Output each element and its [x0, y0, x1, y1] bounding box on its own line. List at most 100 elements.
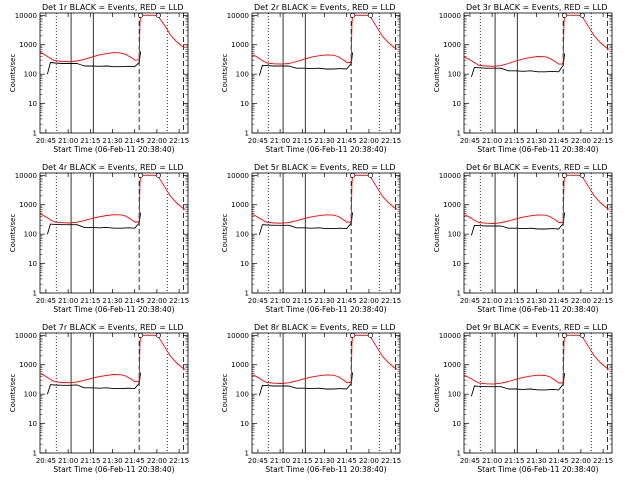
x-tick-label: 20:45 — [460, 137, 480, 145]
y-tick-label: 100 — [448, 71, 461, 79]
x-tick-label: 22:00 — [147, 137, 167, 145]
y-tick-label: 1000 — [19, 361, 37, 369]
y-tick-label: 1000 — [231, 201, 249, 209]
saturation-marker — [562, 332, 568, 338]
x-tick-label: 21:00 — [482, 297, 502, 305]
chart-panel-3: Det 3r BLACK = Events, RED = LLD 1 10 100 10… — [433, 3, 613, 154]
y-tick-label: 10 — [240, 260, 249, 268]
x-tick-label: 21:15 — [80, 297, 100, 305]
series-line-lld — [39, 174, 186, 224]
y-tick-label: 10000 — [15, 332, 37, 340]
y-tick-label: 1 — [33, 450, 37, 458]
x-tick-label: 22:00 — [359, 297, 379, 305]
y-tick-label: 1 — [457, 290, 461, 298]
saturation-marker — [138, 332, 144, 338]
x-tick-label: 21:30 — [102, 137, 122, 145]
x-tick-label: 21:15 — [292, 297, 312, 305]
x-tick-label: 21:00 — [270, 297, 290, 305]
chart-panel-6: Det 6r BLACK = Events, RED = LLD 1 10 100 10… — [433, 163, 613, 314]
x-tick-label: 22:15 — [381, 457, 401, 465]
x-tick-label: 22:15 — [169, 297, 189, 305]
x-tick-label: 21:00 — [58, 137, 78, 145]
series-line-events — [258, 372, 354, 396]
x-tick-label: 22:00 — [359, 457, 379, 465]
x-tick-label: 22:00 — [571, 137, 591, 145]
x-tick-label: 21:45 — [125, 137, 145, 145]
x-tick-label: 21:00 — [58, 297, 78, 305]
saturation-marker — [579, 332, 585, 338]
y-tick-label: 10000 — [227, 332, 249, 340]
y-tick-label: 10 — [452, 100, 461, 108]
plot-frame — [251, 12, 401, 134]
x-axis-label: Start Time (06-Feb-11 20:38:40) — [477, 145, 598, 154]
chart-panel-2: Det 2r BLACK = Events, RED = LLD 1 10 100 10… — [221, 3, 401, 154]
chart-title: Det 7r BLACK = Events, RED = LLD — [42, 323, 184, 332]
x-tick-label: 22:15 — [593, 297, 613, 305]
x-tick-label: 21:15 — [80, 457, 100, 465]
x-tick-label: 21:45 — [337, 137, 357, 145]
x-tick-label: 21:45 — [549, 457, 569, 465]
x-tick-label: 21:45 — [337, 457, 357, 465]
series-line-lld — [251, 334, 398, 384]
x-tick-label: 21:30 — [314, 137, 334, 145]
saturation-marker — [350, 12, 356, 18]
x-tick-label: 21:45 — [337, 297, 357, 305]
x-tick-label: 20:45 — [36, 457, 56, 465]
plot-frame — [463, 12, 613, 134]
y-tick-label: 1 — [245, 130, 249, 138]
y-tick-label: 10 — [28, 420, 37, 428]
saturation-marker — [579, 12, 585, 18]
plot-frame — [463, 332, 613, 454]
x-tick-label: 21:45 — [125, 297, 145, 305]
y-tick-label: 1000 — [19, 201, 37, 209]
saturation-marker — [138, 172, 144, 178]
saturation-marker — [562, 12, 568, 18]
plot-frame — [39, 12, 189, 134]
x-tick-label: 22:00 — [571, 457, 591, 465]
x-tick-label: 22:00 — [147, 457, 167, 465]
chart-title: Det 6r BLACK = Events, RED = LLD — [466, 163, 608, 172]
saturation-marker — [138, 12, 144, 18]
y-tick-label: 100 — [448, 231, 461, 239]
x-tick-label: 21:30 — [314, 457, 334, 465]
x-axis-label: Start Time (06-Feb-11 20:38:40) — [53, 305, 174, 314]
saturation-marker — [562, 172, 568, 178]
x-axis-label: Start Time (06-Feb-11 20:38:40) — [265, 145, 386, 154]
plot-frame — [251, 332, 401, 454]
y-tick-label: 100 — [24, 71, 37, 79]
y-tick-label: 10 — [28, 100, 37, 108]
saturation-marker — [155, 332, 161, 338]
x-tick-label: 21:30 — [526, 297, 546, 305]
y-axis-label: Counts/sec — [433, 214, 441, 253]
x-tick-label: 21:30 — [526, 457, 546, 465]
series-line-lld — [39, 334, 186, 384]
chart-panel-1: Det 1r BLACK = Events, RED = LLD 1 10 100 10… — [9, 3, 189, 154]
x-axis-label: Start Time (06-Feb-11 20:38:40) — [53, 465, 174, 474]
x-tick-label: 20:45 — [36, 137, 56, 145]
y-tick-label: 1000 — [231, 361, 249, 369]
x-tick-label: 22:00 — [571, 297, 591, 305]
series-line-events — [258, 212, 354, 235]
x-tick-label: 22:15 — [593, 457, 613, 465]
y-axis-label: Counts/sec — [9, 214, 17, 253]
y-tick-label: 10000 — [439, 12, 461, 20]
y-tick-label: 10 — [452, 420, 461, 428]
series-line-events — [470, 212, 566, 236]
saturation-marker — [579, 172, 585, 178]
x-tick-label: 21:45 — [549, 137, 569, 145]
series-line-events — [46, 51, 142, 75]
chart-title: Det 2r BLACK = Events, RED = LLD — [254, 3, 396, 12]
saturation-marker — [155, 12, 161, 18]
y-tick-label: 1 — [33, 290, 37, 298]
x-tick-label: 21:15 — [504, 457, 524, 465]
series-line-events — [470, 373, 566, 397]
series-line-lld — [463, 14, 610, 67]
y-tick-label: 1 — [245, 450, 249, 458]
y-tick-label: 1000 — [231, 41, 249, 49]
series-line-events — [258, 52, 354, 76]
y-axis-label: Counts/sec — [433, 374, 441, 413]
saturation-marker — [350, 332, 356, 338]
x-tick-label: 21:15 — [80, 137, 100, 145]
y-axis-label: Counts/sec — [9, 54, 17, 93]
plot-frame — [39, 332, 189, 454]
